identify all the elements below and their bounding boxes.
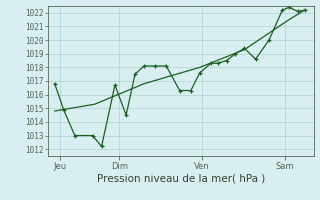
X-axis label: Pression niveau de la mer( hPa ): Pression niveau de la mer( hPa ) <box>97 173 265 183</box>
